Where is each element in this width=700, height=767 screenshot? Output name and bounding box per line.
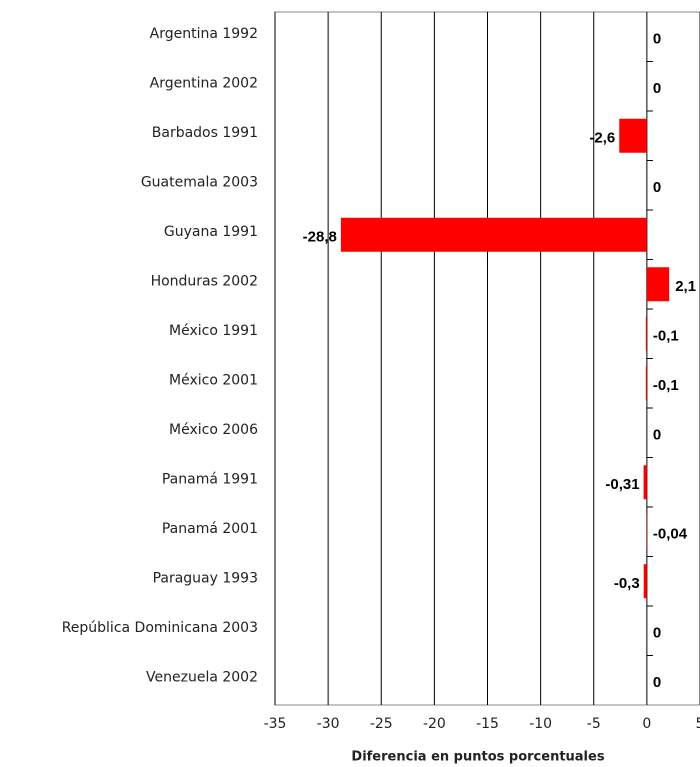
- data-label: 0: [653, 31, 661, 48]
- y-tick-label: México 1991: [169, 323, 258, 339]
- bar: [619, 118, 647, 153]
- x-tick-label: -5: [587, 716, 601, 732]
- y-tick-label: Guatemala 2003: [141, 174, 258, 190]
- y-tick-label: Panamá 1991: [162, 471, 258, 487]
- x-tick-label: 5: [696, 716, 700, 732]
- bar: [645, 366, 647, 401]
- data-label: -28,8: [303, 229, 337, 246]
- data-label: -0,04: [653, 526, 688, 543]
- y-tick-label: Honduras 2002: [151, 273, 258, 289]
- bar: [645, 316, 647, 351]
- y-tick-label: Paraguay 1993: [153, 570, 258, 586]
- data-label: 0: [653, 674, 661, 691]
- data-label: -2,6: [589, 130, 615, 147]
- data-label: -0,3: [614, 575, 640, 592]
- data-label: 2,1: [675, 278, 696, 295]
- x-tick-label: -35: [264, 716, 287, 732]
- y-tick-label: Argentina 2002: [150, 75, 258, 91]
- data-label: -0,1: [653, 377, 679, 394]
- data-label: 0: [653, 427, 661, 444]
- y-tick-label: Guyana 1991: [164, 224, 258, 240]
- x-axis-title: Diferencia en puntos porcentuales: [351, 750, 604, 765]
- y-tick-label: México 2001: [169, 372, 258, 388]
- bar: [646, 267, 670, 302]
- bar: [643, 465, 647, 500]
- x-tick-label: -20: [423, 716, 446, 732]
- data-label: -0,1: [653, 328, 679, 345]
- bar: [643, 564, 647, 599]
- y-tick-label: Barbados 1991: [152, 125, 258, 141]
- y-tick-label: República Dominicana 2003: [62, 620, 258, 636]
- data-label: 0: [653, 80, 661, 97]
- data-label: 0: [653, 179, 661, 196]
- data-label: -0,31: [605, 476, 639, 493]
- y-tick-label: Venezuela 2002: [146, 669, 258, 685]
- x-tick-label: -15: [476, 716, 499, 732]
- y-tick-label: Argentina 1992: [150, 26, 258, 42]
- bar: [340, 217, 647, 252]
- y-tick-label: Panamá 2001: [162, 521, 258, 537]
- y-tick-label: México 2006: [169, 422, 258, 438]
- x-tick-label: -10: [529, 716, 552, 732]
- x-tick-label: 0: [642, 716, 651, 732]
- data-label: 0: [653, 625, 661, 642]
- x-tick-label: -30: [317, 716, 340, 732]
- x-tick-label: -25: [370, 716, 393, 732]
